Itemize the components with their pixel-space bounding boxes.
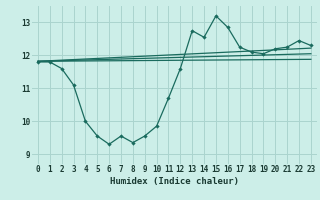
X-axis label: Humidex (Indice chaleur): Humidex (Indice chaleur) <box>110 177 239 186</box>
